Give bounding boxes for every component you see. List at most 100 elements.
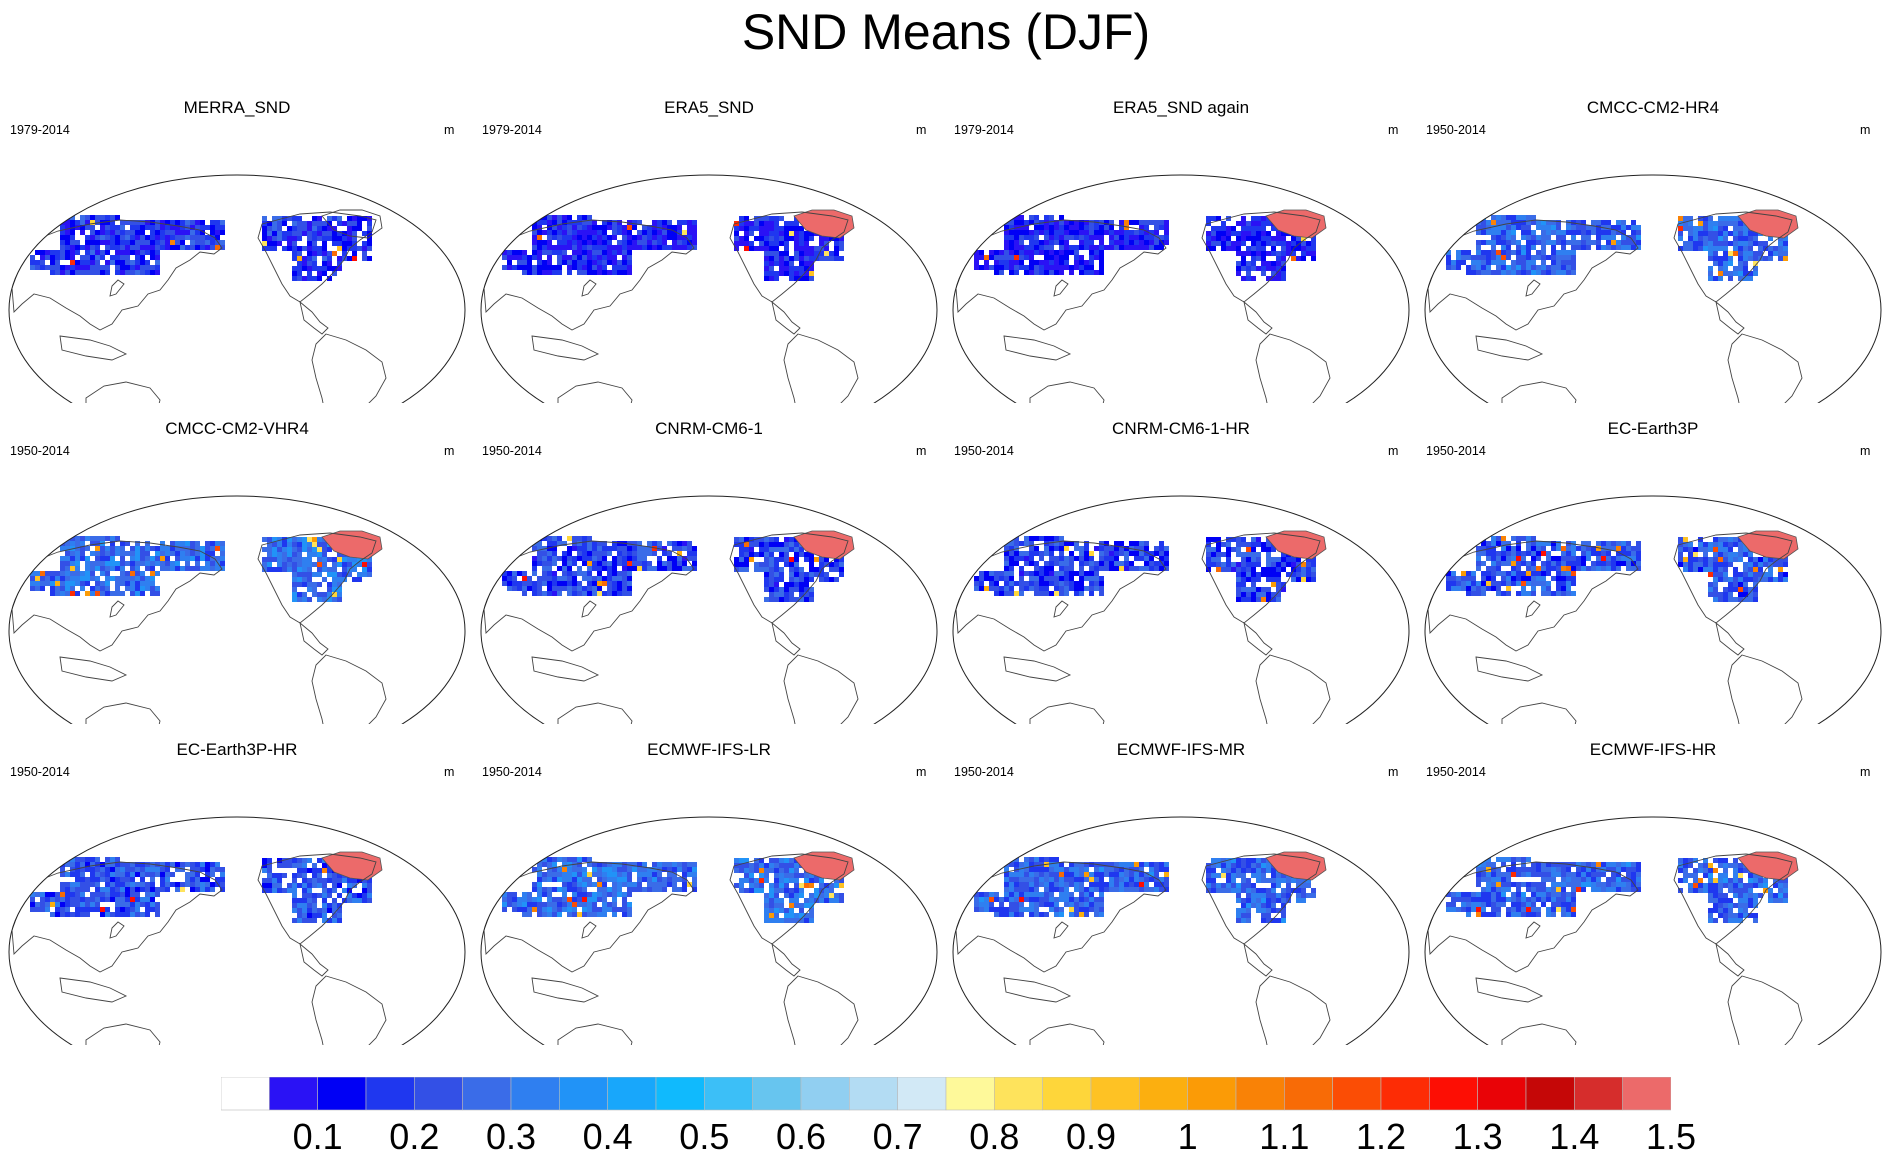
map-canvas — [0, 642, 474, 1045]
coastline — [1526, 601, 1540, 617]
colorbar-swatch — [656, 1077, 704, 1110]
panel-period: 1950-2014 — [1426, 765, 1486, 779]
colorbar-tick-label: 0.2 — [389, 1117, 439, 1157]
colorbar-swatch — [1429, 1077, 1477, 1110]
panel-units: m — [916, 444, 926, 458]
coastline — [1054, 601, 1068, 617]
colorbar-tick-label: 1.1 — [1259, 1117, 1309, 1157]
panel-title: ERA5_SND — [472, 98, 946, 118]
colorbar-tick-label: 0.7 — [873, 1117, 923, 1157]
colorbar-tick-label: 0.4 — [583, 1117, 633, 1157]
colorbar-swatch — [1381, 1077, 1429, 1110]
colorbar-swatch — [221, 1077, 269, 1110]
map-canvas — [472, 642, 946, 1045]
coastline — [1004, 978, 1070, 1002]
colorbar-tick-label: 1.4 — [1549, 1117, 1599, 1157]
panel-period: 1950-2014 — [954, 765, 1014, 779]
coastline — [300, 944, 328, 976]
coastline — [1716, 944, 1744, 976]
colorbar-swatch — [1091, 1077, 1139, 1110]
colorbar-tick-label: 0.9 — [1066, 1117, 1116, 1157]
coastline — [582, 601, 596, 617]
snow-field — [1446, 215, 1788, 281]
snow-field — [502, 215, 844, 281]
coastline — [582, 280, 596, 296]
colorbar-swatch — [801, 1077, 849, 1110]
panel-period: 1950-2014 — [10, 444, 70, 458]
colorbar-swatch — [318, 1077, 366, 1110]
panel-title: ECMWF-IFS-MR — [944, 740, 1418, 760]
snow-field — [30, 215, 372, 281]
colorbar-swatch — [1236, 1077, 1284, 1110]
panel-title: CMCC-CM2-VHR4 — [0, 419, 474, 439]
colorbar-swatch — [898, 1077, 946, 1110]
panel-period: 1950-2014 — [482, 444, 542, 458]
coastline — [1054, 922, 1068, 938]
coastline — [110, 922, 124, 938]
coastline — [1476, 978, 1542, 1002]
colorbar-swatch — [1188, 1077, 1236, 1110]
coastline — [1526, 280, 1540, 296]
colorbar-swatch — [1043, 1077, 1091, 1110]
snow-field — [974, 215, 1316, 281]
panel-title: CNRM-CM6-1-HR — [944, 419, 1418, 439]
panel-period: 1979-2014 — [954, 123, 1014, 137]
colorbar-swatch — [463, 1077, 511, 1110]
colorbar-tick-label: 1.5 — [1646, 1117, 1696, 1157]
greenland-snow-area — [1266, 210, 1326, 238]
panel-title: MERRA_SND — [0, 98, 474, 118]
snow-field — [1446, 536, 1788, 602]
coastline — [1728, 976, 1802, 1045]
snow-field — [30, 857, 372, 923]
coastline — [1054, 280, 1068, 296]
snow-field — [30, 536, 372, 602]
colorbar-swatch — [1526, 1077, 1574, 1110]
colorbar-swatch — [753, 1077, 801, 1110]
panel-units: m — [1388, 765, 1398, 779]
coastline — [772, 944, 800, 976]
coastline — [1256, 976, 1330, 1045]
map-canvas — [944, 642, 1418, 1045]
panel-period: 1979-2014 — [10, 123, 70, 137]
coastline — [1030, 1024, 1104, 1045]
panel-period: 1950-2014 — [1426, 123, 1486, 137]
panel-units: m — [1388, 123, 1398, 137]
panel-units: m — [1860, 444, 1870, 458]
snow-field — [502, 536, 844, 602]
colorbar-swatch — [1139, 1077, 1187, 1110]
colorbar-swatch — [704, 1077, 752, 1110]
panel-title: ECMWF-IFS-LR — [472, 740, 946, 760]
panel-title: ECMWF-IFS-HR — [1416, 740, 1890, 760]
colorbar-tick-label: 0.3 — [486, 1117, 536, 1157]
panel-units: m — [1860, 123, 1870, 137]
panel-units: m — [444, 444, 454, 458]
panel-units: m — [1388, 444, 1398, 458]
coastline — [558, 1024, 632, 1045]
panel-period: 1979-2014 — [482, 123, 542, 137]
coastline — [532, 978, 598, 1002]
panel-period: 1950-2014 — [482, 765, 542, 779]
coastline — [86, 1024, 160, 1045]
colorbar-swatch — [414, 1077, 462, 1110]
colorbar-swatch — [1284, 1077, 1332, 1110]
snow-field — [502, 857, 844, 923]
colorbar-tick-label: 0.5 — [679, 1117, 729, 1157]
colorbar-swatch — [946, 1077, 994, 1110]
coastline — [1244, 944, 1272, 976]
greenland-snow-area — [1738, 852, 1798, 880]
coastline — [1526, 922, 1540, 938]
colorbar-swatch — [994, 1077, 1042, 1110]
colorbar-swatch — [1574, 1077, 1622, 1110]
panel-units: m — [444, 765, 454, 779]
coastline — [582, 922, 596, 938]
coastline — [60, 978, 126, 1002]
colorbar-tick-label: 1.3 — [1453, 1117, 1503, 1157]
coastline — [110, 280, 124, 296]
colorbar-swatch — [559, 1077, 607, 1110]
map-canvas — [1416, 642, 1890, 1045]
panel-title: ERA5_SND again — [944, 98, 1418, 118]
map-border — [1425, 817, 1881, 1045]
coastline — [784, 976, 858, 1045]
coastline — [1502, 1024, 1576, 1045]
